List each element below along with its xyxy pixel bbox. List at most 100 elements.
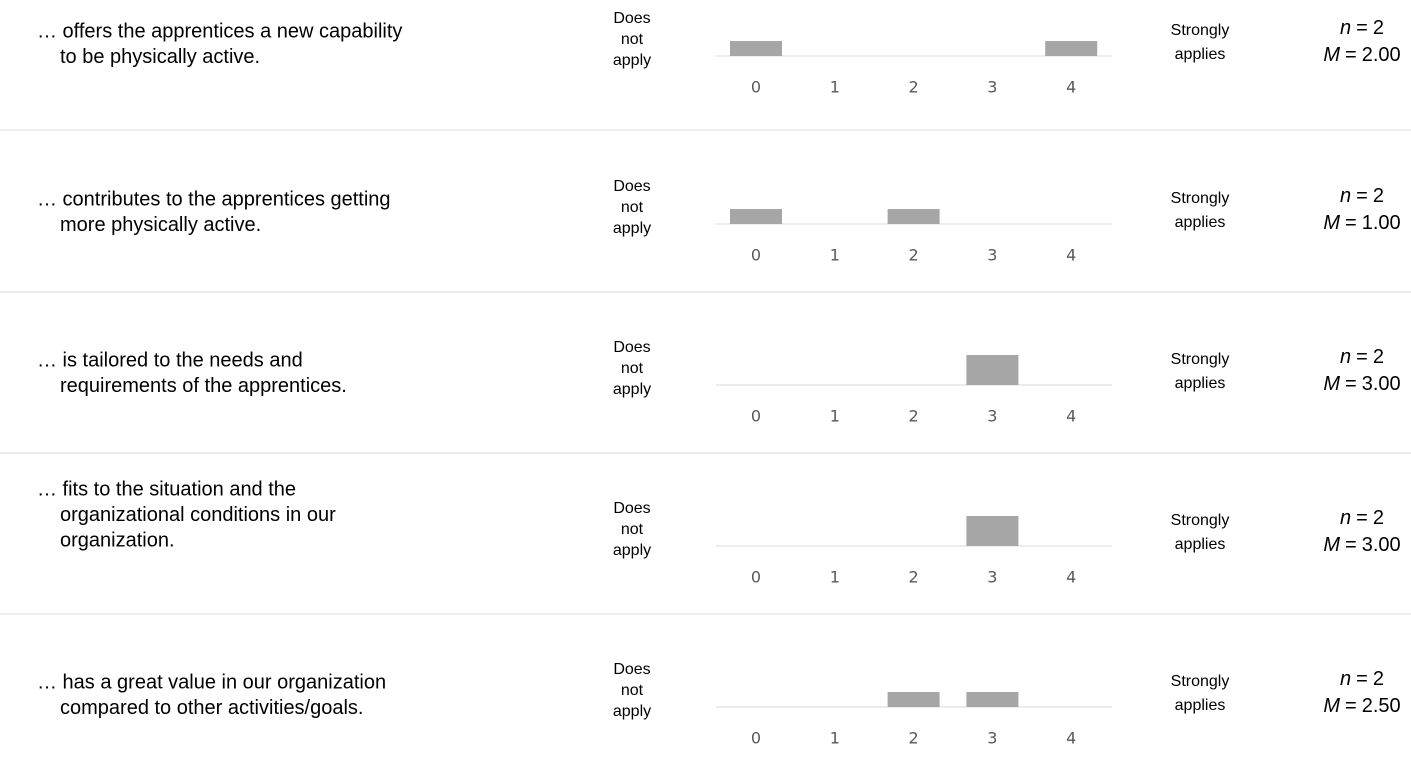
high-anchor: applies: [1175, 697, 1226, 714]
stat-relation: =: [1345, 212, 1357, 234]
low-anchor: Does: [613, 178, 650, 195]
statement-line: … has a great value in our organization: [37, 671, 386, 693]
high-anchor: Strongly: [1171, 190, 1230, 207]
low-anchor: apply: [613, 381, 651, 398]
low-anchor: not: [621, 31, 644, 48]
stat-relation: =: [1356, 17, 1368, 39]
statement-line: compared to other activities/goals.: [60, 697, 364, 719]
low-anchor: Does: [613, 339, 650, 356]
high-anchor: applies: [1175, 536, 1226, 553]
x-tick-label: 0: [751, 246, 761, 265]
stat: n = 2: [1340, 507, 1384, 529]
x-tick-label: 3: [987, 568, 997, 587]
stat-symbol: M: [1323, 695, 1340, 717]
x-tick-label: 1: [830, 246, 840, 265]
bar: [966, 692, 1019, 707]
statement-line: organizational conditions in our: [60, 504, 336, 526]
stat-symbol: M: [1323, 44, 1340, 66]
stat-value: 2.50: [1362, 695, 1401, 717]
stat: n = 2: [1340, 185, 1384, 207]
stat: M = 1.00: [1323, 212, 1400, 234]
x-tick-label: 4: [1066, 729, 1076, 748]
stat-symbol: n: [1340, 17, 1351, 39]
x-tick-label: 3: [987, 729, 997, 748]
low-anchor: Does: [613, 500, 650, 517]
stat-value: 2: [1373, 668, 1384, 690]
stat-value: 1.00: [1362, 212, 1401, 234]
x-tick-label: 4: [1066, 246, 1076, 265]
x-tick-label: 3: [987, 407, 997, 426]
high-anchor: Strongly: [1171, 22, 1230, 39]
x-tick-label: 2: [909, 407, 919, 426]
low-anchor: not: [621, 360, 644, 377]
stat-relation: =: [1345, 44, 1357, 66]
x-tick-label: 2: [909, 246, 919, 265]
stat: n = 2: [1340, 668, 1384, 690]
stat: n = 2: [1340, 346, 1384, 368]
bar: [730, 41, 782, 56]
low-anchor: not: [621, 521, 644, 538]
high-anchor: Strongly: [1171, 673, 1230, 690]
low-anchor: not: [621, 682, 644, 699]
statement-line: requirements of the apprentices.: [60, 375, 347, 397]
stat-relation: =: [1345, 373, 1357, 395]
x-tick-label: 4: [1066, 407, 1076, 426]
x-tick-label: 1: [830, 407, 840, 426]
x-tick-label: 3: [987, 246, 997, 265]
low-anchor: apply: [613, 542, 651, 559]
stat-relation: =: [1356, 185, 1368, 207]
stat: M = 2.00: [1323, 44, 1400, 66]
x-tick-label: 0: [751, 407, 761, 426]
low-anchor: apply: [613, 220, 651, 237]
stat: M = 3.00: [1323, 534, 1400, 556]
statement-line: … is tailored to the needs and: [37, 349, 303, 371]
x-tick-label: 0: [751, 568, 761, 587]
statement-line: organization.: [60, 529, 175, 551]
stat-symbol: n: [1340, 185, 1351, 207]
high-anchor: Strongly: [1171, 512, 1230, 529]
high-anchor: applies: [1175, 214, 1226, 231]
low-anchor: not: [621, 199, 644, 216]
x-tick-label: 3: [987, 78, 997, 97]
low-anchor: apply: [613, 52, 651, 69]
stat-symbol: M: [1323, 534, 1340, 556]
stat-value: 3.00: [1362, 534, 1401, 556]
stat-relation: =: [1356, 507, 1368, 529]
stat-relation: =: [1345, 695, 1357, 717]
x-tick-label: 2: [909, 729, 919, 748]
stat-relation: =: [1345, 534, 1357, 556]
bar: [1045, 41, 1098, 56]
bar: [887, 692, 940, 707]
stat: M = 2.50: [1323, 695, 1400, 717]
statement-line: more physically active.: [60, 214, 261, 236]
stat-symbol: M: [1323, 212, 1340, 234]
bar: [887, 209, 940, 224]
high-anchor: Strongly: [1171, 351, 1230, 368]
x-tick-label: 2: [909, 78, 919, 97]
stat-value: 2: [1373, 346, 1384, 368]
statement-line: … fits to the situation and the: [37, 478, 296, 500]
x-tick-label: 4: [1066, 78, 1076, 97]
x-tick-label: 1: [830, 729, 840, 748]
x-tick-label: 4: [1066, 568, 1076, 587]
x-tick-label: 1: [830, 78, 840, 97]
stat-symbol: n: [1340, 346, 1351, 368]
stat: n = 2: [1340, 17, 1384, 39]
stat-value: 2: [1373, 17, 1384, 39]
stat-symbol: n: [1340, 668, 1351, 690]
x-tick-label: 1: [830, 568, 840, 587]
stat-symbol: M: [1323, 373, 1340, 395]
bar: [966, 516, 1019, 546]
stat-value: 3.00: [1362, 373, 1401, 395]
x-tick-label: 2: [909, 568, 919, 587]
high-anchor: applies: [1175, 46, 1226, 63]
low-anchor: Does: [613, 10, 650, 27]
stat-value: 2: [1373, 185, 1384, 207]
x-tick-label: 0: [751, 729, 761, 748]
stat-relation: =: [1356, 668, 1368, 690]
low-anchor: apply: [613, 703, 651, 720]
stat-relation: =: [1356, 346, 1368, 368]
bar: [730, 209, 782, 224]
statement-line: … contributes to the apprentices getting: [37, 188, 391, 210]
